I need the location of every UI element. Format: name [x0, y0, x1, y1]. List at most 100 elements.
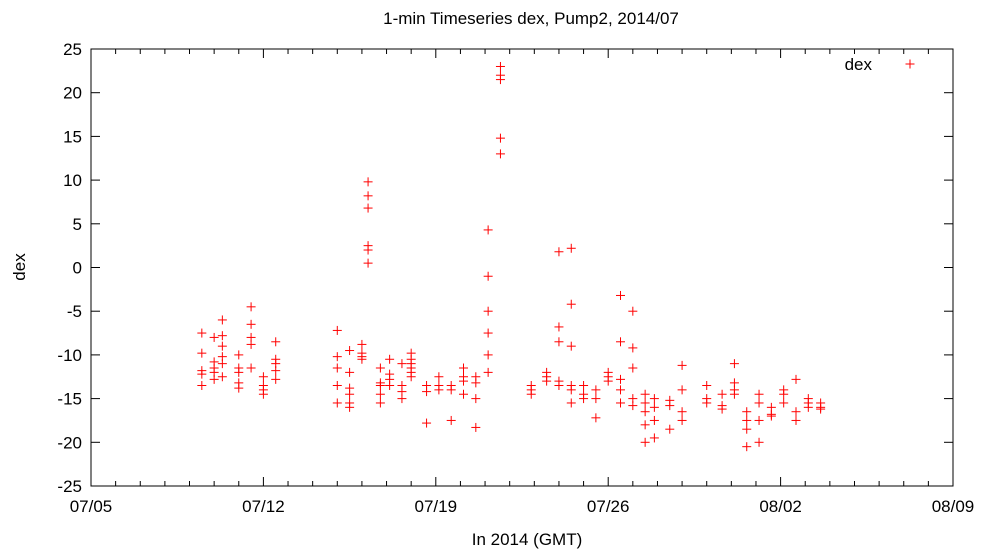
data-point [345, 389, 355, 399]
data-point [246, 319, 256, 329]
data-point [258, 389, 268, 399]
data-point [197, 328, 207, 338]
data-point [345, 402, 355, 412]
x-tick-label: 07/26 [587, 497, 630, 516]
data-point [271, 366, 281, 376]
data-point [434, 372, 444, 382]
data-point [742, 407, 752, 417]
data-point [459, 376, 469, 386]
data-point [217, 331, 227, 341]
data-point [717, 404, 727, 414]
data-point [495, 149, 505, 159]
data-point [616, 337, 626, 347]
data-point [628, 343, 638, 353]
data-point [779, 389, 789, 399]
data-point [754, 389, 764, 399]
data-point [246, 339, 256, 349]
data-point [197, 348, 207, 358]
data-point [258, 372, 268, 382]
data-point [495, 75, 505, 85]
data-point [566, 341, 576, 351]
data-point [483, 367, 493, 377]
data-point [332, 398, 342, 408]
data-point [209, 374, 219, 384]
data-point [591, 394, 601, 404]
data-point [702, 380, 712, 390]
data-point [332, 352, 342, 362]
data-point [375, 363, 385, 373]
chart-title: 1-min Timeseries dex, Pump2, 2014/07 [383, 9, 679, 28]
data-point [742, 415, 752, 425]
data-point [677, 360, 687, 370]
y-tick-label: 25 [63, 40, 82, 59]
data-point [649, 402, 659, 412]
plot-frame [90, 48, 954, 487]
data-point [640, 389, 650, 399]
data-point [579, 380, 589, 390]
data-point [446, 415, 456, 425]
data-point [332, 363, 342, 373]
data-point [397, 359, 407, 369]
data-point [422, 418, 432, 428]
data-point [554, 337, 564, 347]
y-tick-label: 0 [73, 259, 82, 278]
data-point [363, 177, 373, 187]
data-point [616, 374, 626, 384]
data-point [385, 380, 395, 390]
data-point [742, 424, 752, 434]
data-point [345, 367, 355, 377]
data-point [702, 398, 712, 408]
data-point [640, 398, 650, 408]
data-point [363, 258, 373, 268]
data-point [345, 346, 355, 356]
data-point [665, 424, 675, 434]
data-point [591, 413, 601, 423]
data-point [363, 203, 373, 213]
data-point [754, 437, 764, 447]
data-point [616, 398, 626, 408]
data-point [677, 385, 687, 395]
data-point [209, 332, 219, 342]
y-tick-label: 10 [63, 171, 82, 190]
data-point [271, 374, 281, 384]
data-point [677, 407, 687, 417]
data-point [791, 374, 801, 384]
data-point [628, 306, 638, 316]
y-axis: -25 -20 -15 -10 -5 0 5 10 15 20 25 [57, 40, 953, 496]
data-point [803, 402, 813, 412]
legend: dex [845, 55, 915, 74]
data-point [729, 359, 739, 369]
data-point [628, 363, 638, 373]
data-point [446, 385, 456, 395]
x-tick-label: 07/12 [242, 497, 285, 516]
data-point [566, 299, 576, 309]
data-point [234, 367, 244, 377]
data-point [566, 398, 576, 408]
data-point [526, 389, 536, 399]
x-tick-label: 08/02 [759, 497, 802, 516]
data-point [554, 247, 564, 257]
data-point [332, 380, 342, 390]
x-tick-label: 07/05 [70, 497, 113, 516]
data-point [406, 372, 416, 382]
data-point [217, 341, 227, 351]
data-point [234, 350, 244, 360]
data-point [197, 369, 207, 379]
data-point [197, 380, 207, 390]
x-tick-label: 07/19 [415, 497, 458, 516]
data-point [483, 225, 493, 235]
data-point [742, 442, 752, 452]
data-point [754, 415, 764, 425]
y-tick-label: -25 [57, 477, 82, 496]
data-point [363, 245, 373, 255]
data-point [677, 415, 687, 425]
legend-marker-dex [905, 59, 915, 69]
data-point [566, 243, 576, 253]
y-tick-label: -5 [67, 302, 82, 321]
data-point [628, 401, 638, 411]
data-point [459, 363, 469, 373]
data-point [483, 306, 493, 316]
data-point [483, 271, 493, 281]
data-point [616, 290, 626, 300]
